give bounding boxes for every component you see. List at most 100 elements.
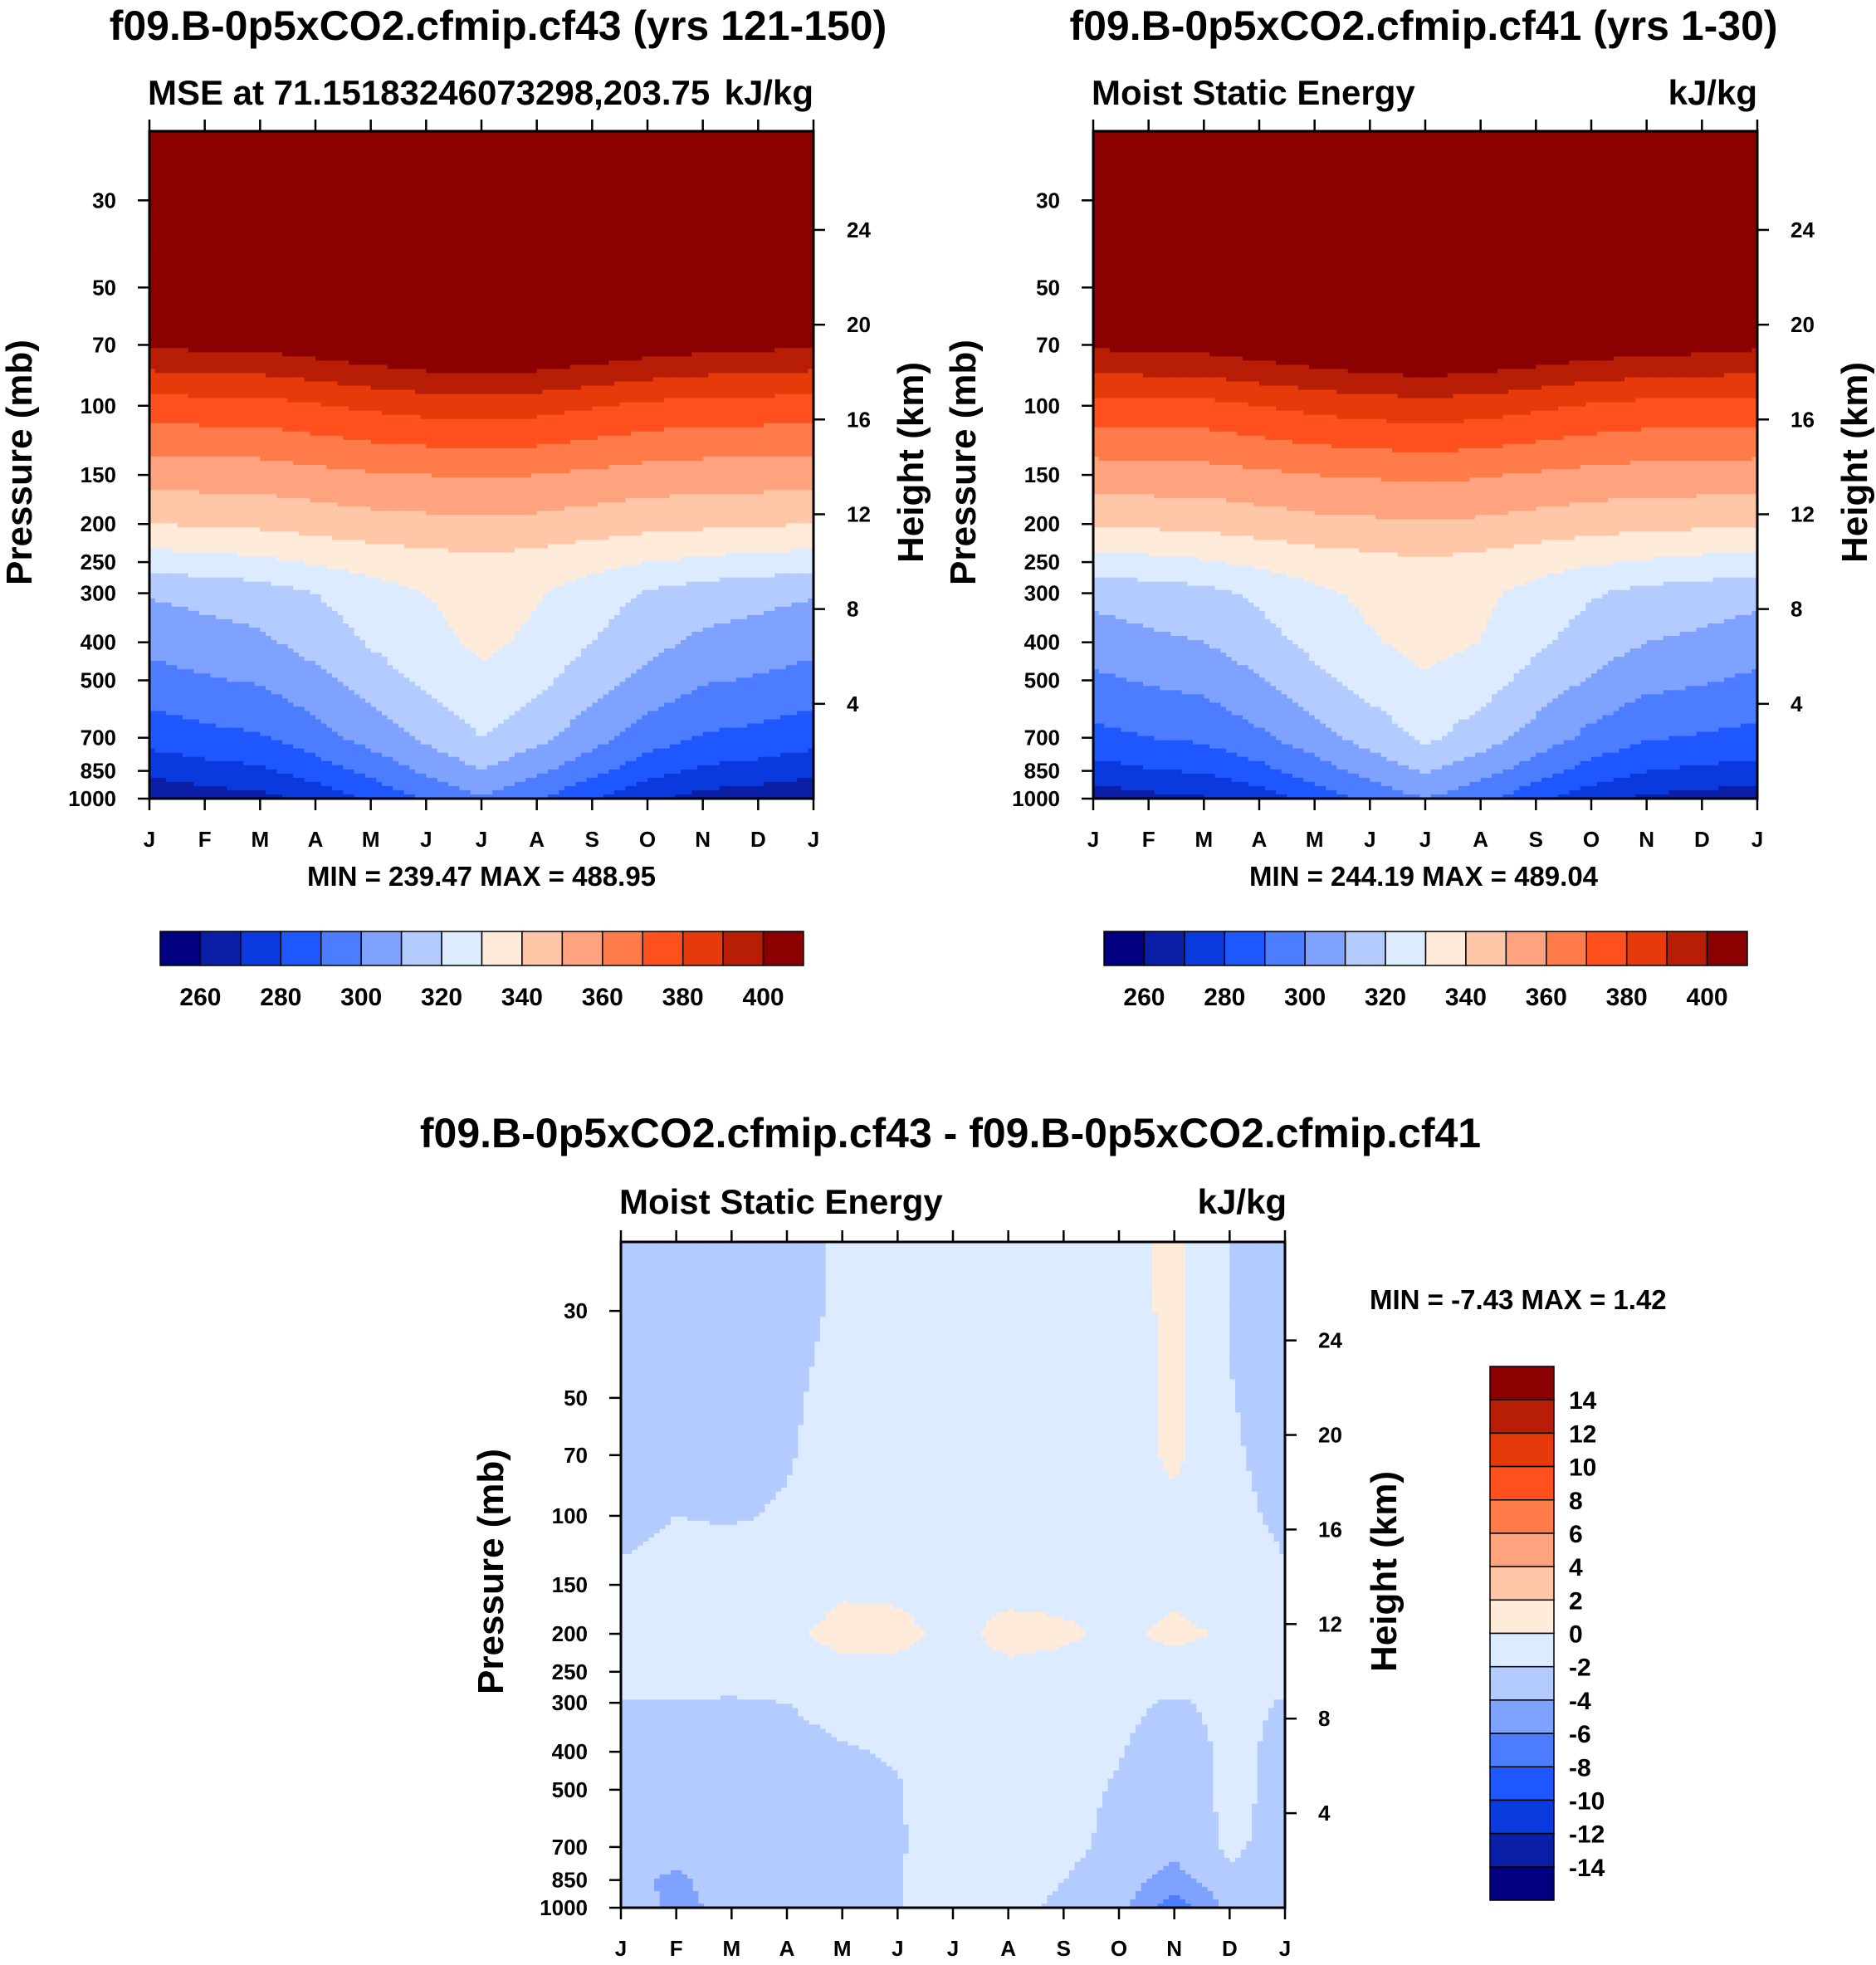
contour-cell (581, 139, 587, 144)
contour-cell (647, 135, 653, 140)
contour-cell (354, 152, 360, 157)
contour-cell (758, 148, 764, 153)
contour-cell (608, 139, 614, 144)
contour-cell (465, 144, 471, 149)
contour-cell (376, 144, 382, 149)
contour-cell (227, 135, 232, 140)
contour-cell (575, 148, 581, 153)
contour-cell (736, 139, 742, 144)
contour-cell (437, 139, 443, 144)
contour-cell (426, 152, 432, 157)
contour-cell (570, 139, 576, 144)
contour-cell (664, 152, 670, 157)
contour-cell (177, 156, 183, 161)
contour-cell (276, 139, 282, 144)
contour-cell (288, 135, 294, 140)
contour-cell (481, 144, 487, 149)
contour-cell (764, 152, 769, 157)
contour-cell (166, 156, 172, 161)
contour-cell (520, 152, 526, 157)
contour-cell (421, 144, 427, 149)
contour-cell (525, 135, 531, 140)
contour-cell (166, 148, 172, 153)
contour-cell (315, 156, 321, 161)
contour-cell (537, 152, 543, 157)
contour-cell (670, 139, 676, 144)
contour-cell (791, 144, 797, 149)
contour-cell (691, 135, 697, 140)
contour-cell (741, 135, 747, 140)
contour-cell (172, 156, 178, 161)
contour-cell (448, 135, 454, 140)
contour-cell (603, 152, 609, 157)
contour-cell (653, 144, 659, 149)
contour-cell (210, 139, 216, 144)
contour-cell (315, 139, 321, 144)
contour-cell (803, 152, 809, 157)
contour-cell (554, 152, 559, 157)
contour-cell (271, 135, 277, 140)
contour-cell (730, 152, 736, 157)
contour-cell (310, 152, 315, 157)
contour-cell (465, 148, 471, 153)
contour-cell (769, 135, 775, 140)
contour-cell (415, 144, 421, 149)
contour-cell (365, 152, 371, 157)
contour-cell (703, 135, 709, 140)
contour-cell (271, 152, 277, 157)
contour-cell (315, 135, 321, 140)
contour-cell (780, 144, 786, 149)
contour-cell (537, 144, 543, 149)
contour-cell (481, 135, 487, 140)
contour-cell (492, 152, 498, 157)
left-subtitle: MSE at 71.15183246073298,203.75 (148, 73, 710, 112)
contour-cell (415, 152, 421, 157)
contour-cell (193, 135, 199, 140)
contour-cell (255, 139, 261, 144)
contour-cell (791, 152, 797, 157)
contour-cell (769, 139, 775, 144)
contour-cell (415, 139, 421, 144)
contour-cell (326, 144, 332, 149)
contour-cell (354, 156, 360, 161)
contour-cell (714, 148, 720, 153)
contour-cell (448, 139, 454, 144)
contour-cell (349, 144, 354, 149)
contour-cell (598, 148, 603, 153)
contour-cell (703, 152, 709, 157)
contour-cell (243, 152, 249, 157)
contour-cell (166, 152, 172, 157)
contour-cell (774, 148, 780, 153)
contour-cell (166, 135, 172, 140)
contour-cell (476, 152, 481, 157)
contour-cell (409, 139, 415, 144)
contour-cell (299, 152, 305, 157)
contour-cell (631, 139, 637, 144)
contour-cell (564, 135, 570, 140)
contour-cell (205, 135, 211, 140)
contour-cell (326, 152, 332, 157)
contour-cell (205, 144, 211, 149)
contour-cell (498, 148, 504, 153)
contour-cell (608, 135, 614, 140)
contour-cell (531, 139, 537, 144)
contour-cell (260, 144, 266, 149)
contour-cell (753, 148, 759, 153)
contour-cell (365, 139, 371, 144)
contour-cell (371, 135, 377, 140)
contour-cell (465, 135, 471, 140)
contour-cell (481, 139, 487, 144)
contour-cell (769, 148, 775, 153)
contour-cell (310, 139, 315, 144)
contour-cell (426, 135, 432, 140)
contour-cell (725, 148, 730, 153)
contour-cell (199, 144, 205, 149)
contour-cell (664, 144, 670, 149)
contour-cell (338, 144, 344, 149)
contour-cell (371, 152, 377, 157)
contour-cell (531, 152, 537, 157)
contour-cell (193, 144, 199, 149)
contour-cell (620, 152, 626, 157)
contour-cell (736, 144, 742, 149)
contour-cell (459, 156, 465, 161)
